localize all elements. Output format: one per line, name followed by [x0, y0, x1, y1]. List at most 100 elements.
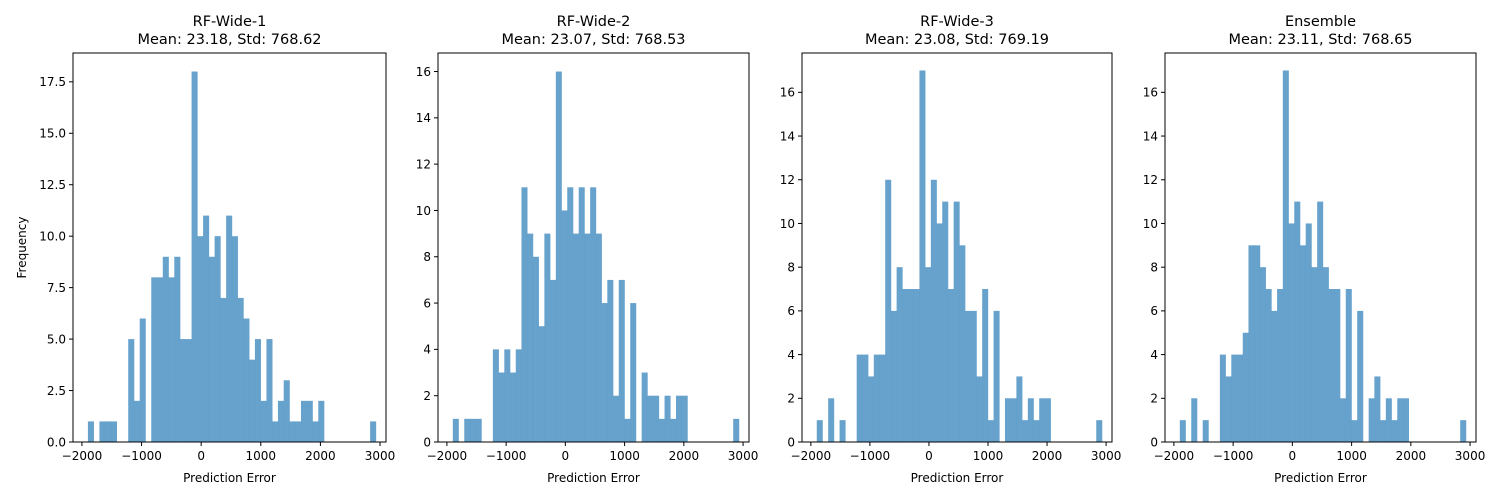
x-tick-label: 2000: [669, 449, 700, 463]
histogram-bar: [896, 267, 903, 442]
x-tick-label: 2000: [1396, 449, 1427, 463]
histogram-bar: [561, 210, 568, 442]
panel-title: RF-Wide-1: [193, 14, 267, 30]
histogram-bar: [1231, 354, 1238, 442]
y-tick-label: 10.0: [39, 229, 66, 243]
y-tick-label: 12.5: [39, 178, 66, 192]
histogram-bar: [1237, 354, 1244, 442]
histogram-bar: [1391, 420, 1398, 442]
histogram-bar: [1016, 376, 1023, 442]
histogram-bar: [1044, 398, 1051, 442]
histogram-bar: [1345, 289, 1352, 442]
y-tick-label: 14: [416, 111, 431, 125]
histogram-bar: [681, 395, 688, 442]
histogram-bar: [87, 421, 94, 442]
y-tick-label: 2: [787, 392, 795, 406]
histogram-bar: [452, 418, 459, 442]
y-tick-label: 15.0: [39, 127, 66, 141]
histogram-bar: [1357, 310, 1364, 442]
histogram-bar: [231, 236, 238, 442]
histogram-bar: [1317, 201, 1324, 442]
histogram-bar: [197, 236, 204, 442]
histogram-bar: [492, 349, 499, 442]
histogram-bar: [370, 421, 377, 442]
histogram-bar: [510, 372, 517, 442]
y-tick-label: 2: [1150, 392, 1158, 406]
y-tick-label: 6: [1150, 304, 1158, 318]
x-tick-label: 0: [1289, 449, 1297, 463]
histogram-bar: [930, 179, 937, 442]
y-tick-label: 0.0: [47, 435, 66, 449]
histogram-bar: [572, 233, 580, 442]
histogram-bar: [1277, 289, 1284, 442]
histogram-bar: [595, 233, 602, 442]
panel-title: RF-Wide-3: [920, 14, 994, 30]
histogram-bar: [658, 418, 665, 442]
histogram-bar: [590, 187, 597, 442]
histogram-bar: [1254, 245, 1261, 442]
histogram-bar: [1311, 267, 1318, 442]
histogram-bar: [1219, 354, 1226, 442]
histogram-bar: [1265, 289, 1272, 442]
x-tick-label: −2000: [791, 449, 832, 463]
histogram-panel-1: −2000 −1000 0 1000 2000 3000 0.0 2.5 5.0 7.5 10.0 1…: [15, 14, 395, 485]
histogram-bar: [272, 421, 279, 442]
histogram-bar: [306, 400, 313, 442]
x-tick-label: 2000: [1032, 449, 1063, 463]
histogram-bar: [913, 289, 920, 442]
histogram-bar: [641, 372, 648, 442]
histogram-bar: [254, 339, 261, 442]
histogram-bar: [733, 418, 740, 442]
x-tick-label: −1000: [850, 449, 891, 463]
histogram-bar: [613, 395, 620, 442]
histogram-bar: [1288, 223, 1295, 442]
panel-subtitle: Mean: 23.11, Std: 768.65: [1228, 32, 1412, 48]
panel-title: Ensemble: [1285, 14, 1356, 30]
histogram-bar: [647, 395, 654, 442]
histogram-bar: [1248, 245, 1255, 442]
histogram-bar: [670, 418, 677, 442]
histogram-bar: [464, 418, 471, 442]
histogram-bar: [191, 71, 198, 443]
histogram-bar: [1004, 398, 1011, 442]
x-tick-label: −2000: [427, 449, 468, 463]
histogram-bar: [1202, 420, 1209, 442]
histogram-bar: [312, 421, 319, 442]
histogram-bar: [1179, 420, 1186, 442]
y-tick-label: 0: [787, 435, 795, 449]
histogram-bar: [970, 310, 977, 442]
histogram-bar: [283, 380, 290, 442]
histogram-bar: [498, 372, 505, 442]
x-axis-label: Prediction Error: [183, 471, 276, 485]
histogram-bar: [856, 354, 863, 442]
y-tick-label: 8: [1150, 260, 1158, 274]
histogram-bar: [220, 297, 227, 442]
histogram-bar: [873, 354, 880, 442]
histogram-bar: [1010, 398, 1017, 442]
x-tick-label: 0: [562, 449, 570, 463]
histogram-bar: [1374, 376, 1381, 442]
histogram-bar: [1282, 70, 1289, 442]
y-tick-label: 4: [1150, 348, 1158, 362]
histogram-bar: [839, 420, 846, 442]
histogram-bar: [128, 339, 135, 442]
histogram-bar: [675, 395, 683, 442]
y-tick-label: 10: [1143, 217, 1158, 231]
panel-subtitle: Mean: 23.18, Std: 768.62: [137, 32, 321, 48]
y-tick-label: 0: [1150, 435, 1158, 449]
x-tick-label: 3000: [728, 449, 759, 463]
y-tick-label: 16: [780, 86, 795, 100]
histogram-bar: [959, 245, 966, 442]
y-tick-label: 10: [416, 204, 431, 218]
histogram-bar: [133, 400, 141, 442]
histogram-bar: [816, 420, 823, 442]
y-tick-label: 14: [1143, 129, 1158, 143]
y-tick-label: 12: [1143, 173, 1158, 187]
histogram-bar: [260, 400, 267, 442]
histogram-bar: [976, 376, 983, 442]
histogram-bar: [1299, 245, 1307, 442]
x-tick-label: 3000: [365, 449, 396, 463]
x-tick-label: −2000: [62, 449, 103, 463]
histogram-bar: [1385, 398, 1392, 442]
histogram-bar: [1340, 398, 1347, 442]
